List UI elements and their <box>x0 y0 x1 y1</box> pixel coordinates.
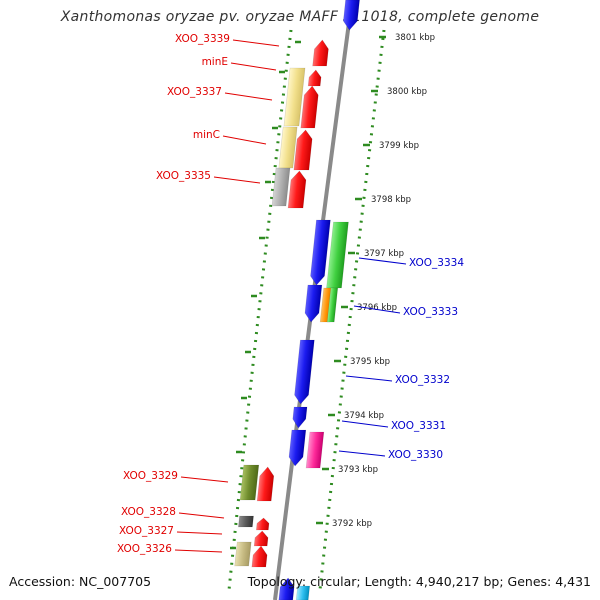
ruler-tick-label: 3801 kbp <box>395 33 435 43</box>
gene-label-xoo-3332[interactable]: XOO_3332 <box>395 374 450 386</box>
leader-line-xoo-3330 <box>338 450 386 457</box>
ruler-line-outer <box>318 29 386 591</box>
gene-arrow-blue-2 <box>304 284 323 323</box>
gene-label-xoo-3339[interactable]: XOO_3339 <box>175 33 230 45</box>
leader-line-xoo-3337 <box>224 92 273 101</box>
leader-line-xoo-3339 <box>232 39 280 47</box>
ruler-tick-label: 3792 kbp <box>332 519 372 529</box>
ruler-tick-label: 3793 kbp <box>338 465 378 475</box>
gene-arrow-bottom-blue <box>278 577 295 600</box>
gene-block-khaki <box>234 541 252 567</box>
leader-line-xoo-3328 <box>178 512 225 519</box>
ruler-tick-label: 3798 kbp <box>371 195 411 205</box>
gene-arrow-red-3329 <box>256 466 275 502</box>
gene-label-xoo-3326[interactable]: XOO_3326 <box>117 543 172 555</box>
ruler-tick-label: 3795 kbp <box>350 357 390 367</box>
ruler-line-inner <box>227 29 293 591</box>
leader-line-xoo-3326 <box>174 549 223 553</box>
gene-block-yellow-1 <box>283 67 306 127</box>
gene-label-xoo-3331[interactable]: XOO_3331 <box>391 420 446 432</box>
gene-block-gray-1 <box>271 167 291 207</box>
gene-labels-group: XOO_3339 minE XOO_3337 minC XOO_3335 XOO_3329… <box>117 33 464 555</box>
ruler-ticks-group: 3801 kbp 3800 kbp 3799 kbp 3798 kbp 3797 kbp… <box>230 33 435 550</box>
gene-label-xoo-3334[interactable]: XOO_3334 <box>409 257 464 269</box>
accession-label: Accession: NC_007705 <box>9 574 152 589</box>
map-title: Xanthomonas oryzae pv. oryzae MAFF 31101… <box>60 9 540 25</box>
ruler-tick-label: 3796 kbp <box>357 303 397 313</box>
gene-block-green-1 <box>326 221 349 289</box>
leader-line-minc <box>222 135 267 145</box>
gene-arrow-xoo-3328 <box>255 517 270 531</box>
gene-label-xoo-3333[interactable]: XOO_3333 <box>403 306 458 318</box>
summary-label: Topology: circular; Length: 4,940,217 bp… <box>247 574 591 589</box>
gene-label-xoo-3328[interactable]: XOO_3328 <box>121 506 176 518</box>
gene-arrow-xoo-3337 <box>300 85 319 129</box>
gene-label-xoo-3329[interactable]: XOO_3329 <box>123 470 178 482</box>
leader-line-xoo-3331 <box>341 420 389 428</box>
gene-arrow-mine <box>307 69 322 87</box>
gene-label-mine[interactable]: minE <box>202 56 228 68</box>
leader-line-mine <box>230 62 277 71</box>
gene-arrow-top-blue <box>343 0 360 31</box>
gene-block-pink <box>305 431 325 469</box>
gene-block-dark <box>238 515 254 528</box>
gene-arrow-xoo-3335 <box>287 170 307 209</box>
gene-block-bottom-cyan <box>295 585 311 600</box>
gene-label-minc[interactable]: minC <box>193 129 220 141</box>
gene-arrow-xoo-3339 <box>312 39 329 67</box>
gene-arrow-xoo-3327 <box>253 530 269 547</box>
ruler-tick-label: 3799 kbp <box>379 141 419 151</box>
gene-label-xoo-3330[interactable]: XOO_3330 <box>388 449 443 461</box>
ruler-tick-label: 3800 kbp <box>387 87 427 97</box>
leader-line-xoo-3329 <box>180 476 229 483</box>
leader-line-xoo-3334 <box>358 257 407 265</box>
gene-block-yellow-2 <box>278 126 298 169</box>
leader-line-xoo-3327 <box>176 531 223 535</box>
gene-features-group <box>234 0 360 600</box>
leader-line-xoo-3333 <box>353 305 401 314</box>
leader-line-xoo-3332 <box>345 375 393 382</box>
gene-block-olive <box>239 464 260 501</box>
gene-arrow-xoo-3326 <box>251 545 268 568</box>
gene-arrow-xoo-3331 <box>292 406 308 429</box>
gene-label-xoo-3337[interactable]: XOO_3337 <box>167 86 222 98</box>
gene-arrow-minc <box>293 129 313 171</box>
gene-label-xoo-3327[interactable]: XOO_3327 <box>119 525 174 537</box>
ruler-tick-label: 3794 kbp <box>344 411 384 421</box>
ruler-tick-label: 3797 kbp <box>364 249 404 259</box>
gene-arrow-xoo-3332 <box>294 339 315 405</box>
gene-block-green-2 <box>326 287 339 323</box>
gene-label-xoo-3335[interactable]: XOO_3335 <box>156 170 211 182</box>
gene-arrow-xoo-3330 <box>288 429 307 467</box>
leader-line-xoo-3335 <box>213 176 261 184</box>
gene-arrow-xoo-3334 <box>310 219 331 286</box>
